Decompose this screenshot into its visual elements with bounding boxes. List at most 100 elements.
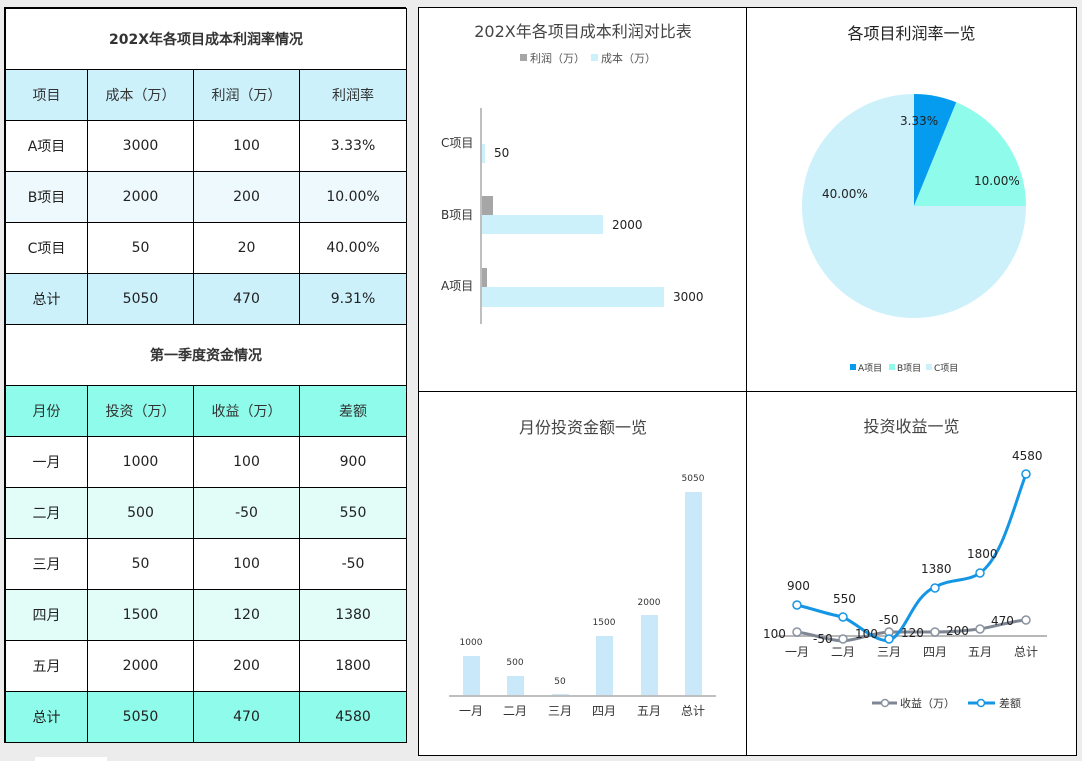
data-point-diff[interactable] [1021,469,1031,479]
pie-slice-b[interactable] [914,102,1026,206]
legend-marker-diff [976,698,986,708]
table-row: 一月 1000 100 900 [5,436,408,488]
table-cell[interactable]: 三月 [5,538,88,590]
data-point-diff[interactable] [930,583,940,593]
bar-cost-b[interactable] [482,215,603,234]
data-point-income[interactable] [838,634,848,644]
data-label: 470 [991,614,1014,628]
legend-label: C项目 [934,363,958,374]
table-cell[interactable]: 120 [193,589,300,641]
bar-apr[interactable] [596,636,613,695]
table-cell[interactable]: 100 [193,436,300,488]
table-cell[interactable]: 4580 [298,691,408,743]
table-cell[interactable]: 1800 [298,640,408,692]
bar-total[interactable] [685,492,702,695]
table-cell[interactable]: 二月 [5,487,88,539]
monthly-investment-bar-chart[interactable]: 月份投资金额一览 1000 500 50 1500 2000 5050 一月 二… [418,391,748,756]
table-cell[interactable]: 五月 [5,640,88,692]
table-cell[interactable]: 2000 [87,171,194,223]
bar-feb[interactable] [507,676,524,695]
pie-slice-a[interactable] [914,94,957,206]
category-label: A项目 [441,279,473,293]
data-label: 50 [554,677,566,687]
table2-header-row: 月份 投资（万） 收益（万） 差额 [5,385,408,437]
table-cell[interactable]: 一月 [5,436,88,488]
table-cell[interactable]: 3000 [87,120,194,172]
category-label: 一月 [459,704,483,718]
bar-cost-a[interactable] [482,287,664,307]
table-cell[interactable]: 3.33% [298,120,408,172]
table2-header: 收益（万） [193,385,300,437]
data-point-income[interactable] [930,627,940,637]
data-label: 4580 [1012,449,1043,463]
chart-title: 各项目利润率一览 [847,24,976,43]
bar-mar[interactable] [552,694,569,695]
table-cell[interactable]: 1380 [298,589,408,641]
bar-jan[interactable] [463,656,480,695]
table-cell[interactable]: A项目 [5,120,88,172]
table1-title: 202X年各项目成本利润率情况 [4,8,408,70]
table-cell[interactable]: 900 [298,436,408,488]
table-cell[interactable]: 2000 [87,640,194,692]
pie-slice-c[interactable] [802,94,1026,318]
table-row: C项目 50 20 40.00% [5,222,408,274]
bar-profit-b[interactable] [482,196,493,215]
bar-profit-a[interactable] [482,268,487,287]
data-label: 550 [833,592,856,606]
table-cell[interactable]: 5050 [87,273,194,325]
investment-return-line-chart[interactable]: 投资收益一览 100 -50 100 120 200 470 [746,391,1077,756]
table-cell[interactable]: 500 [87,487,194,539]
data-point-income[interactable] [792,627,802,637]
data-label: 500 [506,658,523,668]
pie-label: 40.00% [822,187,868,201]
table-cell[interactable]: C项目 [5,222,88,274]
data-point-income[interactable] [1021,615,1031,625]
table-row: 二月 500 -50 550 [5,487,408,539]
category-label: 总计 [1014,645,1038,659]
profit-rate-pie-chart[interactable]: 各项目利润率一览 3.33% 10.00% 40.00% A项目 B项目 C项目 [746,7,1077,392]
table-cell[interactable]: 1500 [87,589,194,641]
table-cell[interactable]: 1000 [87,436,194,488]
table-cell[interactable]: 470 [193,691,300,743]
data-point-income[interactable] [975,624,985,634]
table-cell[interactable]: 5050 [87,691,194,743]
table-cell[interactable]: -50 [298,538,408,590]
chart-title: 投资收益一览 [863,417,960,436]
table-cell[interactable]: 四月 [5,589,88,641]
table-cell[interactable]: 50 [87,538,194,590]
table-cell[interactable]: 10.00% [298,171,408,223]
table-cell[interactable]: 100 [193,538,300,590]
data-label: -50 [813,632,833,646]
bar-cost-c[interactable] [482,144,485,163]
table1-header: 成本（万） [87,69,194,121]
table2-title: 第一季度资金情况 [4,324,408,386]
table-cell[interactable]: 470 [193,273,300,325]
table-cell[interactable]: 总计 [5,691,88,743]
table-cell[interactable]: 50 [87,222,194,274]
category-label: 五月 [637,704,661,718]
table-total-row: 总计 5050 470 4580 [5,691,408,743]
column-chart-plot: 1000 500 50 1500 2000 5050 一月 二月 三月 四月 五… [449,474,716,718]
cost-profit-bar-chart[interactable]: 202X年各项目成本利润对比表 利润（万） 成本（万） C项目 50 B项目 2… [418,7,748,392]
legend-label: A项目 [858,363,882,374]
data-point-diff[interactable] [975,568,985,578]
table-cell[interactable]: 550 [298,487,408,539]
table-cell[interactable]: B项目 [5,171,88,223]
category-label: B项目 [441,208,473,222]
bar-may[interactable] [641,615,658,695]
table-cell[interactable]: 200 [193,640,300,692]
table-cell[interactable]: 9.31% [298,273,408,325]
data-point-diff[interactable] [838,612,848,622]
table-cell[interactable]: 100 [193,120,300,172]
table-cell[interactable]: 40.00% [298,222,408,274]
legend-label: 利润（万） [530,51,585,65]
table-cell[interactable]: 20 [193,222,300,274]
table-cell[interactable]: 总计 [5,273,88,325]
table-cell[interactable]: 200 [193,171,300,223]
sheet-tab-stub[interactable] [35,757,107,761]
line-chart-plot: 100 -50 100 120 200 470 900 550 -50 1380… [763,449,1047,710]
data-point-diff[interactable] [792,600,802,610]
data-point-diff[interactable] [884,634,894,644]
table-cell[interactable]: -50 [193,487,300,539]
data-label: 1500 [593,618,616,628]
